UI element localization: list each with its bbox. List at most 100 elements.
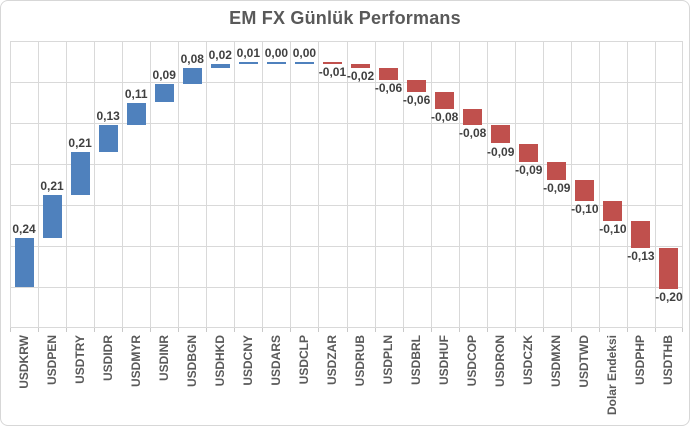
axis-tick [598, 328, 600, 332]
value-label-dolar-endeksi: -0,10 [599, 222, 627, 237]
plot-area: 0,24 0,21 0,21 0,13 0,11 0,09 0,08 0,02 0,01 0,00… [10, 41, 683, 328]
axis-tick [346, 328, 348, 332]
value-label-usdzar: -0,01 [318, 65, 347, 79]
value-label-usdars: 0,00 [264, 45, 289, 60]
value-label-usdinr: 0,09 [152, 68, 176, 83]
category-label-usdron: USDRON [493, 335, 508, 388]
category-label-usdtry: USDTRY [72, 335, 87, 384]
value-label-usdcny: 0,01 [236, 45, 261, 60]
axis-tick [542, 328, 544, 332]
value-label-usdhkd: 0,02 [208, 47, 232, 62]
gridline-vertical [346, 41, 348, 328]
gridline-vertical [682, 41, 683, 328]
gridline-vertical [318, 41, 320, 328]
bar-usdcop [463, 108, 483, 126]
chart-title: EM FX Günlük Performans [229, 8, 461, 28]
gridline-vertical [598, 41, 600, 328]
bar-usdrub [351, 63, 371, 68]
bar-usdmyr [126, 102, 146, 126]
bar-usdpln [379, 67, 399, 80]
bar-usdkrw [14, 237, 34, 287]
bar-dolar-endeksi [603, 200, 623, 222]
axis-tick [570, 328, 572, 332]
category-label-usdars: USDARS [268, 335, 283, 386]
gridline-vertical [458, 41, 460, 328]
axis-tick [458, 328, 460, 332]
category-label-usdbgn: USDBGN [184, 335, 199, 388]
gridline-vertical [66, 41, 68, 328]
category-label-usdinr: USDINR [156, 335, 171, 382]
axis-tick [94, 328, 96, 332]
category-label-usdthb: USDTHB [661, 335, 676, 385]
bar-usdthb [659, 248, 679, 290]
value-label-usdbrl: -0,06 [402, 93, 431, 108]
value-label-usdidr: 0,13 [96, 109, 120, 124]
value-label-usdmyr: 0,11 [124, 86, 148, 101]
value-label-usdczk: -0,09 [515, 162, 543, 177]
gridline-vertical [374, 41, 376, 328]
axis-tick [430, 328, 432, 332]
bar-usdhkd [210, 63, 230, 68]
category-label-usdphp: USDPHP [633, 335, 648, 386]
bar-usdars [266, 61, 286, 64]
gridline-vertical [430, 41, 432, 328]
axis-tick [122, 328, 124, 332]
value-label-usdclp: 0,00 [292, 45, 317, 60]
category-label-usdpln: USDPLN [381, 335, 396, 385]
gridline-vertical [234, 41, 236, 328]
bar-usdtwd [575, 180, 595, 201]
bar-usdzar [322, 61, 342, 64]
gridline-vertical [150, 41, 152, 328]
axis-tick [514, 328, 516, 332]
gridline-vertical [626, 41, 628, 328]
bar-usdbrl [407, 79, 427, 93]
value-label-usdron: -0,09 [487, 144, 515, 159]
gridline-vertical [94, 41, 96, 328]
bar-usdidr [98, 125, 118, 152]
gridline-vertical [542, 41, 544, 328]
category-label-usdmyr: USDMYR [128, 335, 143, 388]
axis-tick [234, 328, 236, 332]
category-label-usdcny: USDCNY [240, 335, 255, 386]
bar-usdhuf [435, 92, 455, 109]
gridline-vertical [514, 41, 516, 328]
axis-tick [38, 328, 40, 332]
category-label-usdkrw: USDKRW [16, 335, 31, 389]
axis-tick [626, 328, 628, 332]
value-label-usdhuf: -0,08 [430, 109, 459, 124]
bar-usdcny [238, 61, 258, 64]
bar-usdtry [70, 151, 90, 195]
category-label-usdpen: USDPEN [44, 335, 59, 386]
value-label-usdphp: -0,13 [627, 249, 655, 264]
category-label-usdidr: USDIDR [100, 335, 115, 382]
bar-usdclp [294, 61, 314, 64]
value-label-usdtwd: -0,10 [571, 201, 599, 216]
gridline-vertical [10, 41, 11, 328]
value-label-usdrub: -0,02 [346, 68, 375, 83]
bar-usdbgn [182, 67, 202, 85]
value-label-usdbgn: 0,08 [180, 51, 204, 66]
value-label-usdcop: -0,08 [459, 126, 487, 141]
value-label-usdpln: -0,06 [374, 80, 403, 95]
category-label-usdcop: USDCOP [465, 335, 480, 387]
axis-tick [290, 328, 292, 332]
category-label-usdczk: USDCZK [521, 335, 536, 385]
gridline-vertical [290, 41, 292, 328]
axis-tick [178, 328, 180, 332]
value-label-usdtry: 0,21 [68, 135, 92, 150]
gridline-vertical [178, 41, 180, 328]
category-label-usdhkd: USDHKD [212, 335, 227, 387]
value-label-usdmxn: -0,09 [543, 181, 571, 196]
gridline-vertical [206, 41, 208, 328]
gridline-vertical [486, 41, 488, 328]
bar-usdczk [519, 143, 539, 162]
category-label-usdclp: USDCLP [296, 335, 311, 385]
axis-tick [262, 328, 264, 332]
axis-tick [66, 328, 68, 332]
value-label-usdthb: -0,20 [655, 290, 683, 305]
bar-usdmxn [547, 161, 567, 181]
axis-tick [206, 328, 208, 332]
axis-tick [682, 328, 683, 332]
axis-tick [486, 328, 488, 332]
